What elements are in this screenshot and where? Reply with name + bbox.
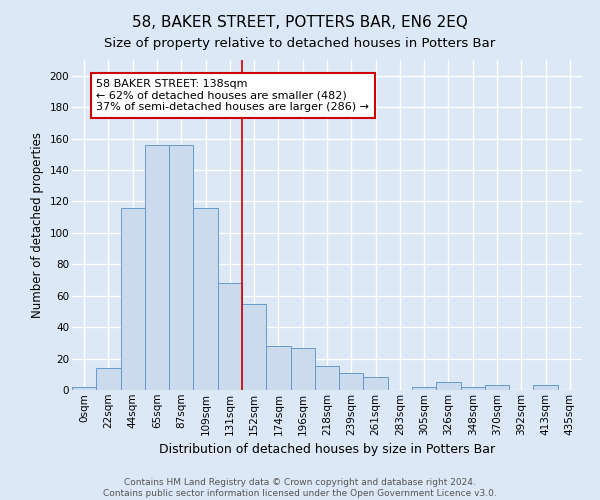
Bar xyxy=(72,387,96,390)
Bar xyxy=(315,366,339,390)
Text: Size of property relative to detached houses in Potters Bar: Size of property relative to detached ho… xyxy=(104,38,496,51)
Bar xyxy=(266,346,290,390)
Bar xyxy=(436,382,461,390)
X-axis label: Distribution of detached houses by size in Potters Bar: Distribution of detached houses by size … xyxy=(159,443,495,456)
Bar xyxy=(242,304,266,390)
Bar xyxy=(364,378,388,390)
Bar xyxy=(193,208,218,390)
Text: 58, BAKER STREET, POTTERS BAR, EN6 2EQ: 58, BAKER STREET, POTTERS BAR, EN6 2EQ xyxy=(132,15,468,30)
Bar xyxy=(533,386,558,390)
Bar xyxy=(145,145,169,390)
Bar xyxy=(485,386,509,390)
Bar xyxy=(169,145,193,390)
Text: 58 BAKER STREET: 138sqm
← 62% of detached houses are smaller (482)
37% of semi-d: 58 BAKER STREET: 138sqm ← 62% of detache… xyxy=(96,79,369,112)
Bar xyxy=(96,368,121,390)
Bar xyxy=(290,348,315,390)
Bar xyxy=(461,387,485,390)
Bar xyxy=(218,283,242,390)
Bar xyxy=(121,208,145,390)
Bar xyxy=(412,387,436,390)
Bar xyxy=(339,372,364,390)
Text: Contains HM Land Registry data © Crown copyright and database right 2024.
Contai: Contains HM Land Registry data © Crown c… xyxy=(103,478,497,498)
Y-axis label: Number of detached properties: Number of detached properties xyxy=(31,132,44,318)
